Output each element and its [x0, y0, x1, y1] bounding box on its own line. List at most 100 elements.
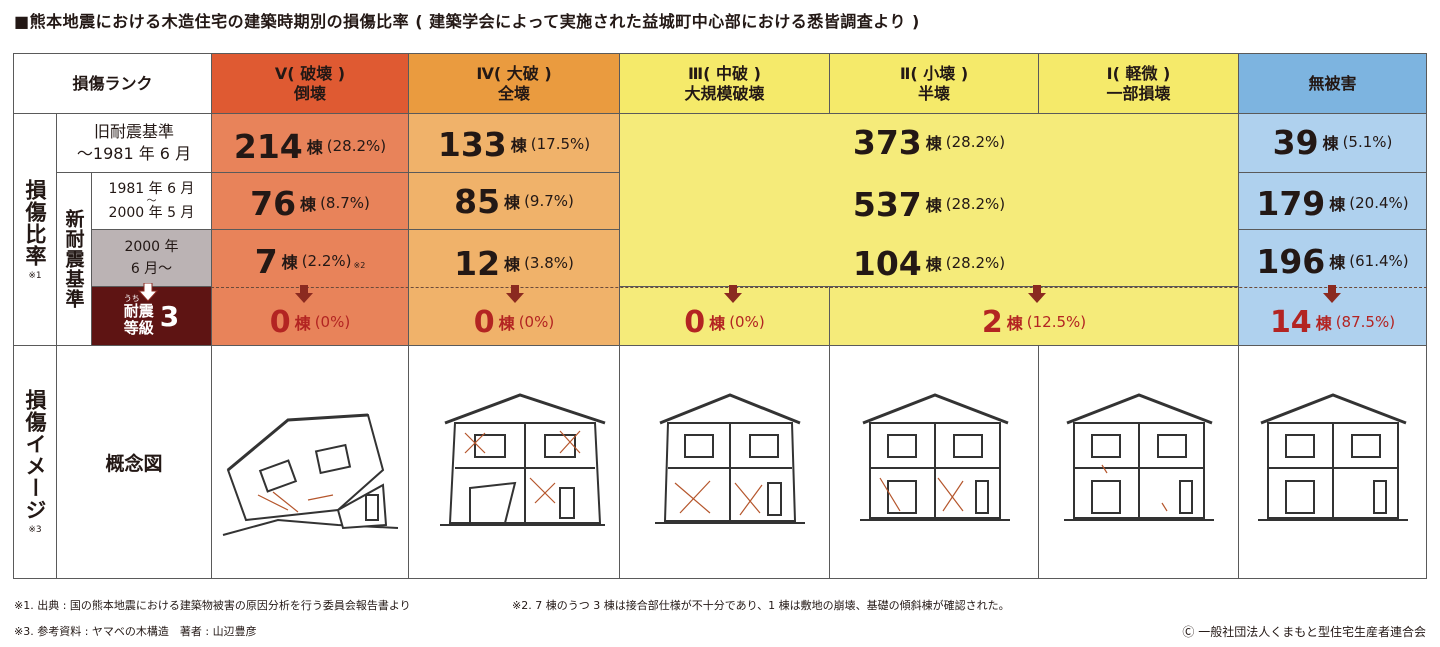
cell-2000-iv: 12 棟 (3.8%) [408, 239, 620, 287]
value: 196 [1256, 241, 1326, 281]
damage-ratio-side: 損傷比率 ※1 [13, 113, 57, 346]
col-none-label: 無被害 [1308, 73, 1357, 93]
cell-2000-none: 196 棟 (61.4%) [1238, 237, 1427, 285]
value: 373 [852, 122, 922, 162]
cell-old-iv: 133 棟 (17.5%) [408, 120, 620, 168]
unit: 棟 [306, 138, 323, 157]
value: 2 [981, 304, 1003, 340]
grade3-label2: 等級 [123, 319, 154, 337]
cell-2000-v: 7 棟 (2.2%) ※2 [211, 237, 409, 285]
note2-mark: ※2 [353, 260, 366, 270]
percent: (9.7%) [524, 192, 574, 210]
value: 214 [233, 126, 303, 166]
cell-old-v: 214 棟 (28.2%) [211, 122, 409, 170]
cell-2000-mid: 104 棟 (28.2%) [619, 239, 1239, 287]
row-divider [211, 229, 620, 230]
cell-grade3-none: 14 棟 (87.5%) [1238, 300, 1427, 344]
value: 39 [1272, 122, 1319, 162]
period-1981-end: 2000 年 5 月 [108, 204, 195, 221]
cell-old-none: 39 棟 (5.1%) [1238, 118, 1427, 166]
concept-label-cell: 概念図 [56, 345, 212, 579]
row-divider [211, 172, 620, 173]
col-iv-line1: Ⅳ( 大破 ) [476, 63, 552, 83]
percent: (5.1%) [1342, 133, 1393, 151]
unit: 棟 [925, 134, 942, 153]
unit: 棟 [504, 193, 521, 212]
value: 179 [1256, 183, 1326, 223]
old-standard-period: 〜1981 年 6 月 [76, 144, 192, 163]
unit: 棟 [1329, 253, 1346, 272]
down-arrow-icon [1028, 285, 1046, 303]
unit: 棟 [1329, 195, 1346, 214]
unit: 棟 [925, 196, 942, 215]
period-2000-start: 2000 年 [124, 239, 179, 255]
grade3-ruby: うち [123, 294, 140, 303]
value: 104 [852, 243, 922, 283]
row-label-2000: 2000 年 6 月〜 [91, 229, 212, 287]
cell-old-mid: 373 棟 (28.2%) [619, 118, 1239, 166]
undamaged-house-icon [1258, 393, 1408, 521]
percent: (28.2%) [945, 133, 1006, 151]
grade3-label: うち 耐震 等級 3 [91, 286, 212, 346]
col-v-line2: 倒壊 [293, 83, 326, 103]
damage-ratio-label: 損傷比率 [23, 178, 47, 267]
percent: (12.5%) [1026, 313, 1087, 331]
value: 85 [454, 181, 501, 221]
header-col-ii: Ⅱ( 小壊 ) 半壊 [829, 53, 1039, 114]
down-arrow-icon [724, 285, 742, 303]
period-2000-end: 6 月〜 [130, 261, 173, 277]
concept-label: 概念図 [105, 452, 163, 475]
percent: (61.4%) [1349, 252, 1409, 270]
col-ii-line2: 半壊 [917, 83, 950, 103]
moderately-damaged-house-icon [655, 393, 805, 524]
heavily-damaged-house-icon [440, 393, 606, 526]
value: 12 [454, 243, 501, 283]
value: 0 [269, 304, 291, 340]
row-label-old: 旧耐震基準〜1981 年 6 月 [56, 113, 212, 173]
old-standard-label: 旧耐震基準 [93, 122, 174, 141]
value: 133 [437, 124, 507, 164]
cell-grade3-v: 0 棟 (0%) [211, 300, 409, 344]
unit: 棟 [504, 255, 521, 274]
percent: (28.2%) [945, 254, 1006, 272]
period-tilde: 〜 [146, 195, 157, 207]
value: 76 [250, 183, 297, 223]
col-iii-grade3 [619, 286, 830, 346]
row-divider [1238, 229, 1427, 230]
col-iii-line2: 大規模破壊 [684, 83, 765, 103]
footnote-2: ※2. 7 棟のうつ 3 棟は接合部仕様が不十分であり、1 棟は敷地の崩壊、基礎… [512, 599, 1010, 612]
percent: (8.7%) [320, 194, 370, 212]
minor-damaged-house-icon [1064, 393, 1214, 521]
collapsed-house-icon [222, 413, 399, 536]
col-iii-line1: Ⅲ( 中破 ) [688, 63, 761, 83]
cell-1981-none: 179 棟 (20.4%) [1238, 179, 1427, 227]
header-rank-label: 損傷ランク [13, 53, 212, 114]
grade3-number: 3 [159, 299, 180, 333]
unit: 棟 [294, 314, 311, 333]
unit: 棟 [925, 255, 942, 274]
row-divider [1238, 172, 1427, 173]
new-standard-side: 新耐震基準 [56, 172, 92, 346]
col-v-line1: Ⅴ( 破壊 ) [274, 63, 346, 83]
cell-grade3-iii: 0 棟 (0%) [619, 300, 830, 344]
value: 0 [473, 304, 495, 340]
cell-1981-iv: 85 棟 (9.7%) [408, 177, 620, 225]
down-arrow-icon [1323, 285, 1341, 303]
percent: (28.2%) [326, 137, 387, 155]
grade3-label1: 耐震 [123, 302, 154, 320]
row-label-1981: 1981 年 6 月〜 2000 年 5 月 [91, 172, 212, 230]
header-col-iii: Ⅲ( 中破 ) 大規模破壊 [619, 53, 830, 114]
col-ii-line1: Ⅱ( 小壊 ) [899, 63, 969, 83]
value: 0 [684, 304, 706, 340]
header-col-none: 無被害 [1238, 53, 1427, 114]
unit: 棟 [1006, 314, 1023, 333]
damage-image-label: 損傷イメージ [23, 389, 47, 521]
header-col-iv: Ⅳ( 大破 ) 全壊 [408, 53, 620, 114]
percent: (17.5%) [530, 135, 591, 153]
percent: (0%) [729, 313, 765, 331]
down-arrow-icon [138, 283, 158, 302]
rank-label-text: 損傷ランク [72, 73, 153, 93]
new-standard-label: 新耐震基準 [62, 209, 85, 309]
percent: (0%) [518, 313, 555, 331]
header-col-i: Ⅰ( 軽微 ) 一部損壊 [1038, 53, 1239, 114]
